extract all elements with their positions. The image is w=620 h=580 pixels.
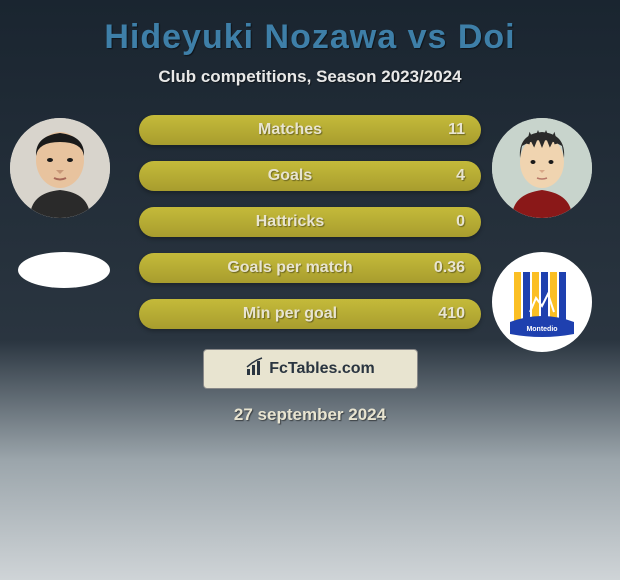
page-title: Hideyuki Nozawa vs Doi xyxy=(104,18,515,57)
stat-label: Goals per match xyxy=(155,259,425,277)
chart-icon xyxy=(245,357,265,382)
stat-bar-goals-per-match: Goals per match 0.36 xyxy=(139,253,481,283)
stat-label: Hattricks xyxy=(155,213,425,231)
stat-bar-goals: Goals 4 xyxy=(139,161,481,191)
stat-value: 0 xyxy=(425,213,465,231)
stats-container: Matches 11 Goals 4 Hattricks 0 Goals per… xyxy=(0,115,620,329)
subtitle: Club competitions, Season 2023/2024 xyxy=(158,67,461,87)
stat-value: 0.36 xyxy=(425,259,465,277)
stat-value: 11 xyxy=(425,121,465,139)
stat-label: Min per goal xyxy=(155,305,425,323)
brand-text: FcTables.com xyxy=(269,360,375,378)
stat-bar-matches: Matches 11 xyxy=(139,115,481,145)
stat-value: 4 xyxy=(425,167,465,185)
stat-label: Matches xyxy=(155,121,425,139)
fctables-brand-box: FcTables.com xyxy=(203,349,418,389)
date-text: 27 september 2024 xyxy=(234,405,386,425)
stat-bar-min-per-goal: Min per goal 410 xyxy=(139,299,481,329)
stat-value: 410 xyxy=(425,305,465,323)
stat-bar-hattricks: Hattricks 0 xyxy=(139,207,481,237)
stat-label: Goals xyxy=(155,167,425,185)
